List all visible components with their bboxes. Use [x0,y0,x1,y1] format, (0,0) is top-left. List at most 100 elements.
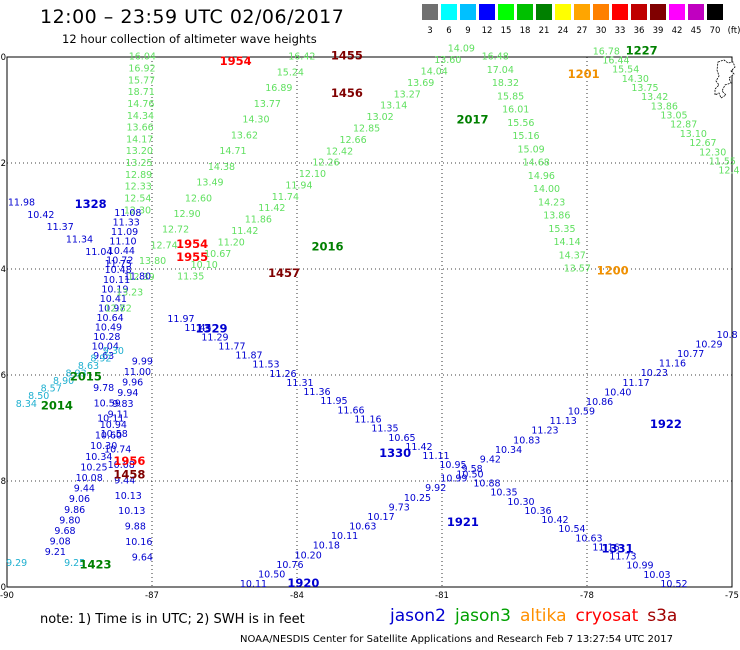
wave-height-value: 9.30 [103,346,124,357]
wave-height-value: 11.36 [303,387,330,398]
footnote: note: 1) Time is in UTC; 2) SWH is in fe… [40,612,305,627]
wave-height-value: 10.10 [191,260,218,271]
wave-height-value: 11.26 [269,369,296,380]
wave-height-value: 17.04 [487,65,514,76]
wave-height-value: 11.35 [371,424,398,435]
wave-height-value: 13.23 [116,288,143,299]
wave-height-value: 13.05 [660,111,687,122]
wave-height-value: 10.64 [97,313,124,324]
wave-height-value: 11.23 [531,426,558,437]
pass-time-label: 1920 [287,576,319,590]
wave-height-value: 12.39 [128,272,155,283]
wave-height-value: 9.73 [389,502,410,513]
scale-swatch [707,4,723,20]
wave-height-value: 9.44 [114,475,135,486]
pass-time-label: 1457 [268,266,300,280]
wave-height-value: 11.75 [105,259,132,270]
wave-height-value: 9.86 [64,505,85,516]
wave-height-value: 9.96 [122,378,143,389]
wave-height-value: 9.29 [6,558,27,569]
wave-height-value: 10.11 [103,275,130,286]
scale-label: 30 [595,26,607,36]
wave-height-value: 12.67 [689,138,716,149]
wave-height-value: 11.98 [8,197,35,208]
wave-height-value: 9.11 [108,409,129,420]
wave-height-value: 13.66 [127,123,154,134]
wave-height-value: 9.64 [132,553,153,564]
wave-height-value: 11.16 [659,359,686,370]
pass-time-label: 2015 [70,369,102,383]
wave-height-value: 11.04 [85,247,112,258]
wave-height-value: 8.63 [78,361,99,372]
wave-height-value: 9.58 [462,464,483,475]
wave-height-value: 14.23 [538,197,565,208]
wave-height-value: 10.11 [331,531,358,542]
satellite-legend: jason2 jason3 altika cryosat s3a [390,606,686,626]
wave-height-value: 9.92 [425,483,446,494]
wave-height-value: 14.09 [448,44,475,55]
wave-height-value: 10.59 [94,398,121,409]
wave-height-value: 8.50 [28,391,49,402]
wave-height-value: 10.11 [240,579,267,590]
pass-time-label: 1328 [75,197,107,211]
legend-entry: jason2 [390,606,446,626]
wave-height-value: 12.30 [699,147,726,158]
pass-time-label: 1956 [113,454,145,468]
wave-height-value: 16.92 [128,63,155,74]
wave-height-value: 16.42 [288,52,315,63]
pass-time-label: 1922 [650,417,682,431]
wave-height-value: 10.17 [367,512,394,523]
wave-height-value: 8.57 [41,384,62,395]
pass-time-label: 1330 [379,446,411,460]
wave-height-value: 18.32 [492,78,519,89]
scale-swatch [631,4,647,20]
pass-time-label: 1455 [331,49,363,63]
wave-height-value: 10.86 [586,397,613,408]
wave-height-value: 16.04 [129,52,156,63]
wave-height-value: 11.97 [167,314,194,325]
wave-height-value: 10.03 [643,570,670,581]
wave-height-value: 15.09 [518,144,545,155]
wave-height-value: 10.58 [101,429,128,440]
wave-height-value: 15.77 [128,75,155,86]
wave-height-value: 11.10 [109,237,136,248]
wave-height-value: 18.71 [128,87,155,98]
wave-height-value: 13.62 [231,130,258,141]
scale-label: 21 [538,26,550,36]
wave-height-value: 10.34 [85,452,112,463]
wave-height-value: 10.18 [313,541,340,552]
scale-label: 9 [465,26,471,36]
legend-entry: s3a [647,606,678,626]
wave-height-value: 10.59 [568,407,595,418]
wave-height-value: 15.35 [548,224,575,235]
lat-tick-label: -52 [0,159,6,169]
wave-height-value: 14.76 [127,99,154,110]
legend-entry: cryosat [575,606,639,626]
wave-height-value: 16.01 [502,105,529,116]
wave-height-value: 14.00 [533,184,560,195]
wave-height-value: 9.78 [93,383,114,394]
wave-height-value: 13.69 [407,78,434,89]
scale-swatch [479,4,495,20]
wave-height-value: 13.75 [631,83,658,94]
scale-swatch [536,4,552,20]
scale-label: 6 [446,26,452,36]
wave-height-value: 10.83 [513,435,540,446]
wave-height-value: 14.04 [421,66,448,77]
wave-height-value: 14.30 [622,74,649,85]
wave-height-value: 8.92 [90,353,111,364]
map-frame [6,56,733,588]
wave-height-value: 11.42 [258,203,285,214]
wave-height-value: 10.23 [641,368,668,379]
scale-label: 42 [671,26,683,36]
wave-height-value: 12.74 [150,240,177,251]
wave-height-value: 14.37 [559,250,586,261]
wave-height-value: 11.42 [231,226,258,237]
wave-height-value: 14.38 [208,162,235,173]
wave-height-value: 11.33 [113,218,140,229]
wave-height-value: 9.25 [64,558,85,569]
pass-time-label: 1331 [602,542,634,556]
wave-height-value: 15.16 [512,131,539,142]
wave-height-value: 9.68 [54,526,75,537]
